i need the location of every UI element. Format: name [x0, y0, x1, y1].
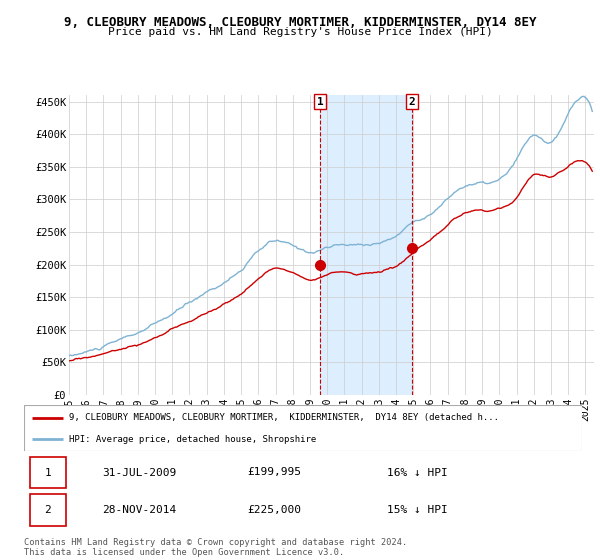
Bar: [29, 456, 66, 488]
Text: £225,000: £225,000: [247, 505, 301, 515]
Text: 16% ↓ HPI: 16% ↓ HPI: [387, 468, 448, 478]
Text: HPI: Average price, detached house, Shropshire: HPI: Average price, detached house, Shro…: [68, 435, 316, 444]
Text: 31-JUL-2009: 31-JUL-2009: [102, 468, 176, 478]
Text: 9, CLEOBURY MEADOWS, CLEOBURY MORTIMER,  KIDDERMINSTER,  DY14 8EY (detached h...: 9, CLEOBURY MEADOWS, CLEOBURY MORTIMER, …: [68, 413, 499, 422]
Text: 1: 1: [44, 468, 51, 478]
Text: 1: 1: [317, 97, 323, 107]
Bar: [320, 95, 412, 395]
Text: 28-NOV-2014: 28-NOV-2014: [102, 505, 176, 515]
Text: 2: 2: [44, 505, 51, 515]
Text: 15% ↓ HPI: 15% ↓ HPI: [387, 505, 448, 515]
Text: £199,995: £199,995: [247, 468, 301, 478]
Text: Price paid vs. HM Land Registry's House Price Index (HPI): Price paid vs. HM Land Registry's House …: [107, 27, 493, 37]
Text: 2: 2: [409, 97, 415, 107]
Bar: [29, 494, 66, 526]
Text: Contains HM Land Registry data © Crown copyright and database right 2024.
This d: Contains HM Land Registry data © Crown c…: [24, 538, 407, 557]
Text: 9, CLEOBURY MEADOWS, CLEOBURY MORTIMER, KIDDERMINSTER, DY14 8EY: 9, CLEOBURY MEADOWS, CLEOBURY MORTIMER, …: [64, 16, 536, 29]
